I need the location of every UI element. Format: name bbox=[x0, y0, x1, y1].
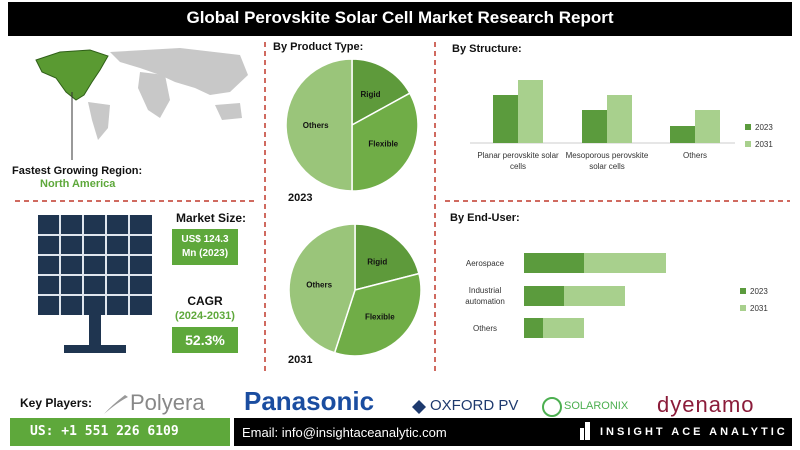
legend-swatch bbox=[745, 124, 751, 130]
legend-label: 2031 bbox=[750, 304, 768, 313]
bar bbox=[564, 286, 625, 306]
bar bbox=[493, 95, 518, 143]
logo: Panasonic bbox=[244, 386, 375, 416]
pie-slice bbox=[333, 272, 422, 357]
pie-slice bbox=[285, 58, 353, 192]
slice-label: Flexible bbox=[365, 312, 395, 321]
cagr-label: CAGR bbox=[187, 294, 223, 308]
bar bbox=[582, 110, 607, 143]
solaronix-icon bbox=[542, 397, 562, 417]
separators bbox=[15, 42, 790, 372]
category-label: Planar perovskite solar cells bbox=[477, 151, 559, 171]
brand-icon bbox=[580, 422, 590, 440]
legend-swatch bbox=[745, 141, 751, 147]
email: Email: info@insightaceanalytic.com bbox=[242, 425, 447, 440]
slice-label: Rigid bbox=[360, 90, 380, 99]
logo: dyenamo bbox=[657, 392, 755, 417]
slice-label: Flexible bbox=[368, 139, 398, 148]
slice-label: Others bbox=[306, 280, 332, 289]
product-title: By Product Type: bbox=[273, 41, 364, 53]
solar-panel bbox=[38, 215, 152, 353]
pie-caption: 2023 bbox=[288, 192, 313, 204]
polyera-icon bbox=[104, 395, 128, 414]
market-size-label: Market Size: bbox=[176, 211, 247, 225]
slice-label: Others bbox=[303, 121, 329, 130]
key-players-label: Key Players: bbox=[20, 396, 93, 410]
market-size-value: US$ 124.3 Mn (2023) bbox=[181, 234, 229, 259]
pie-slice bbox=[354, 223, 420, 291]
bar bbox=[584, 253, 666, 273]
brand: INSIGHT ACE ANALYTIC bbox=[600, 426, 788, 438]
bar bbox=[524, 318, 543, 338]
cagr-value: 52.3% bbox=[185, 332, 225, 348]
structure-title: By Structure: bbox=[452, 43, 522, 55]
bar bbox=[518, 80, 543, 143]
category-label: Aerospace bbox=[465, 259, 505, 268]
bar bbox=[543, 318, 584, 338]
market-size-box bbox=[172, 229, 238, 265]
bar bbox=[524, 286, 564, 306]
region-value: North America bbox=[40, 178, 116, 190]
phone: US: +1 551 226 6109 bbox=[30, 424, 179, 439]
legend-label: 2031 bbox=[755, 140, 773, 149]
title: Global Perovskite Solar Cell Market Rese… bbox=[186, 8, 614, 27]
category-label: Mesoporous perovskite solar cells bbox=[565, 151, 649, 171]
end-user-title: By End-User: bbox=[450, 212, 520, 224]
logo: Polyera bbox=[130, 390, 205, 415]
phone-box bbox=[10, 418, 230, 446]
slice-label: Rigid bbox=[367, 257, 387, 266]
logo: OXFORD PV bbox=[430, 397, 519, 414]
legend-label: 2023 bbox=[755, 123, 773, 132]
category-label: Industrial automation bbox=[465, 286, 505, 306]
email-box bbox=[234, 418, 792, 446]
region-label: Fastest Growing Region: bbox=[12, 165, 143, 177]
pie-slice bbox=[351, 92, 419, 192]
category-label: Others bbox=[682, 151, 707, 160]
pie-slice bbox=[288, 223, 356, 354]
bar bbox=[524, 253, 584, 273]
legend-swatch bbox=[740, 288, 746, 294]
title-bar bbox=[8, 2, 792, 36]
pie-slice bbox=[351, 58, 411, 127]
cagr-period: (2024-2031) bbox=[175, 310, 235, 322]
world-map bbox=[35, 48, 248, 160]
legend-swatch bbox=[740, 305, 746, 311]
bar bbox=[670, 126, 695, 143]
logo: SOLARONIX bbox=[564, 400, 629, 412]
pie-caption: 2031 bbox=[288, 354, 313, 366]
bar bbox=[607, 95, 632, 143]
legend-label: 2023 bbox=[750, 287, 768, 296]
cagr-box bbox=[172, 327, 238, 353]
category-label: Others bbox=[472, 324, 497, 333]
bar bbox=[695, 110, 720, 143]
oxford-icon bbox=[412, 400, 426, 414]
